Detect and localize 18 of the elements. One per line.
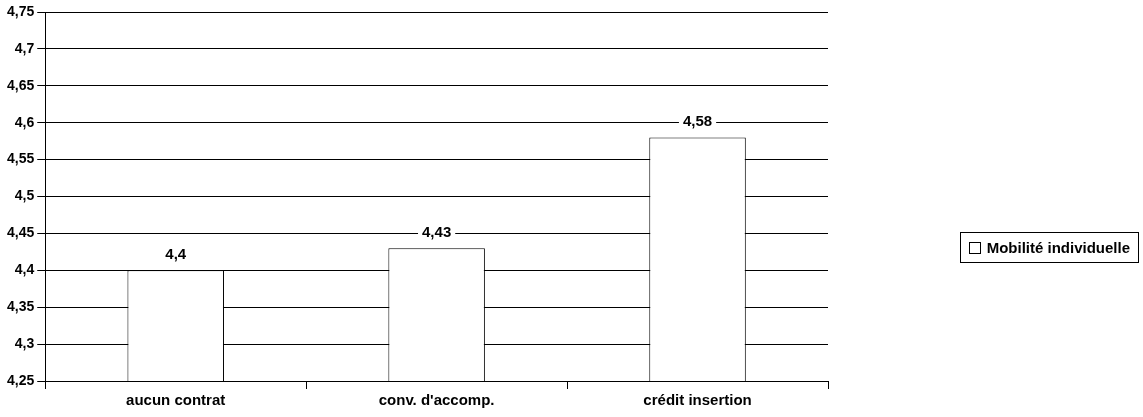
x-tick-label: crédit insertion: [643, 391, 752, 409]
y-tick-label: 4,35: [7, 298, 35, 315]
y-tick-label: 4,55: [7, 150, 35, 167]
text: Mobilité individuelle: [986, 239, 1130, 256]
y-tick-label: 4,3: [14, 334, 35, 351]
x-tick-label: conv. d'accomp.: [378, 391, 495, 409]
data-label: 4,4: [165, 244, 187, 262]
y-tick-label: 4,65: [7, 76, 35, 93]
y-tick-label: 4,25: [7, 371, 35, 388]
y-tick-label: 4,4: [14, 261, 35, 278]
y-tick-label: 4,6: [14, 113, 35, 130]
y-tick-label: 4,5: [14, 187, 35, 204]
y-tick-label: 4,45: [7, 224, 35, 241]
y-tick-label: 4,7: [14, 39, 35, 56]
x-tick-label: aucun contrat: [126, 391, 226, 409]
data-label: 4,58: [682, 112, 713, 130]
data-label: 4,43: [422, 222, 452, 240]
y-tick-label: 4,75: [7, 2, 35, 19]
